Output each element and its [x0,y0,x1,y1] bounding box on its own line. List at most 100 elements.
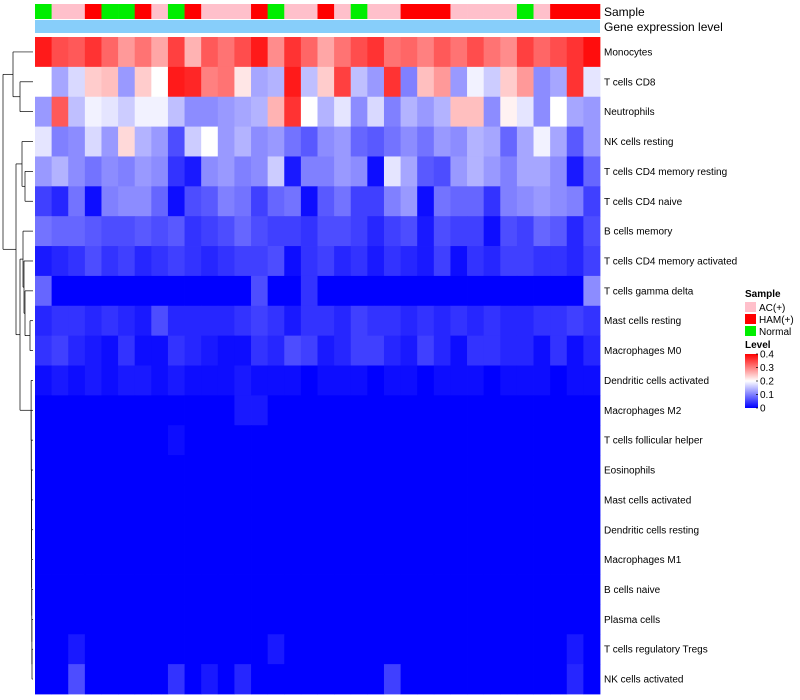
heatmap-cell [533,186,551,217]
heatmap-cell [334,96,352,127]
heatmap-cell [334,514,352,546]
heatmap-cell [167,455,185,486]
heatmap-cell [284,395,302,426]
heatmap-cell [417,156,435,187]
heatmap-cell [251,455,269,486]
heatmap-cell [151,365,169,396]
heatmap-cell [284,544,302,575]
heatmap-cell [550,186,568,217]
heatmap-cell [284,126,302,157]
heatmap-cell [334,335,352,366]
heatmap-cell [467,66,485,98]
heatmap-cell [367,484,385,516]
heatmap-cell [35,664,53,695]
heatmap-cell [450,365,468,396]
heatmap-cell [134,66,152,98]
heatmap-cell [350,246,368,277]
heatmap-cell [68,305,86,337]
heatmap-cell [51,216,69,247]
heatmap-cell [467,455,485,486]
heatmap-cell [417,604,435,635]
heatmap-cell [118,544,136,575]
heatmap-cell [383,574,401,605]
sample-annotation-cell [417,4,435,19]
heatmap-cell [583,484,601,516]
heatmap-cell [201,66,219,98]
heatmap-cell [467,634,485,665]
heatmap-cell [334,664,352,695]
heatmap-cell [583,96,601,127]
heatmap-cell [417,335,435,366]
heatmap-cell [533,66,551,98]
heatmap-cell [400,246,418,277]
heatmap-cell [467,335,485,366]
heatmap-cell [118,604,136,635]
heatmap-cell [550,514,568,546]
heatmap-cell [201,156,219,187]
heatmap-cell [84,246,102,277]
heatmap-cell [334,126,352,157]
heatmap-cell [234,544,252,575]
heatmap-cell [284,305,302,337]
heatmap-cell [84,514,102,546]
heatmap-cell [334,66,352,98]
heatmap-cell [201,186,219,217]
heatmap-cell [533,275,551,307]
heatmap-cell [516,216,534,247]
legend-level-title: Level [745,340,771,351]
heatmap-cell [251,425,269,456]
heatmap-cell [51,246,69,277]
heatmap-cell [483,604,501,635]
heatmap-cell [167,484,185,516]
heatmap-cell [383,544,401,575]
heatmap-cell [350,455,368,486]
heatmap-cell [533,126,551,157]
heatmap-cell [467,37,485,68]
row-dendrogram [2,51,33,680]
heatmap-cell [383,484,401,516]
heatmap-cell [234,425,252,456]
heatmap-cell [516,66,534,98]
heatmap-cell [251,514,269,546]
heatmap-cell [383,96,401,127]
heatmap-cell [367,66,385,98]
heatmap-cell [400,365,418,396]
heatmap-cell [334,634,352,665]
heatmap-cell [566,365,584,396]
heatmap-cell [84,544,102,575]
heatmap-cell [350,335,368,366]
heatmap-cell [167,574,185,605]
heatmap-cell [284,216,302,247]
heatmap-cell [417,186,435,217]
heatmap-cell [566,484,584,516]
heatmap-cell [467,514,485,546]
heatmap-cell [350,664,368,695]
heatmap-cell [500,544,518,575]
heatmap-cell [383,37,401,68]
heatmap-cell [566,275,584,307]
heatmap-cell [134,37,152,68]
heatmap-cell [450,216,468,247]
heatmap-cell [51,574,69,605]
heatmap-cell [317,664,335,695]
heatmap-cell [300,455,318,486]
heatmap-cell [483,574,501,605]
heatmap-cell [516,425,534,456]
heatmap-cell [300,96,318,127]
heatmap-cell [101,514,119,546]
heatmap-cell [234,96,252,127]
heatmap-cell [450,574,468,605]
heatmap-cell [367,96,385,127]
heatmap-cell [184,305,202,337]
heatmap-cell [167,425,185,456]
heatmap-cell [450,156,468,187]
heatmap-cell [251,365,269,396]
heatmap-cell [251,275,269,307]
heatmap-cell [417,544,435,575]
heatmap-cell [566,634,584,665]
heatmap-cell [167,544,185,575]
heatmap-cell [566,305,584,337]
heatmap-cell [533,37,551,68]
heatmap-cell [234,514,252,546]
heatmap-cell [533,544,551,575]
